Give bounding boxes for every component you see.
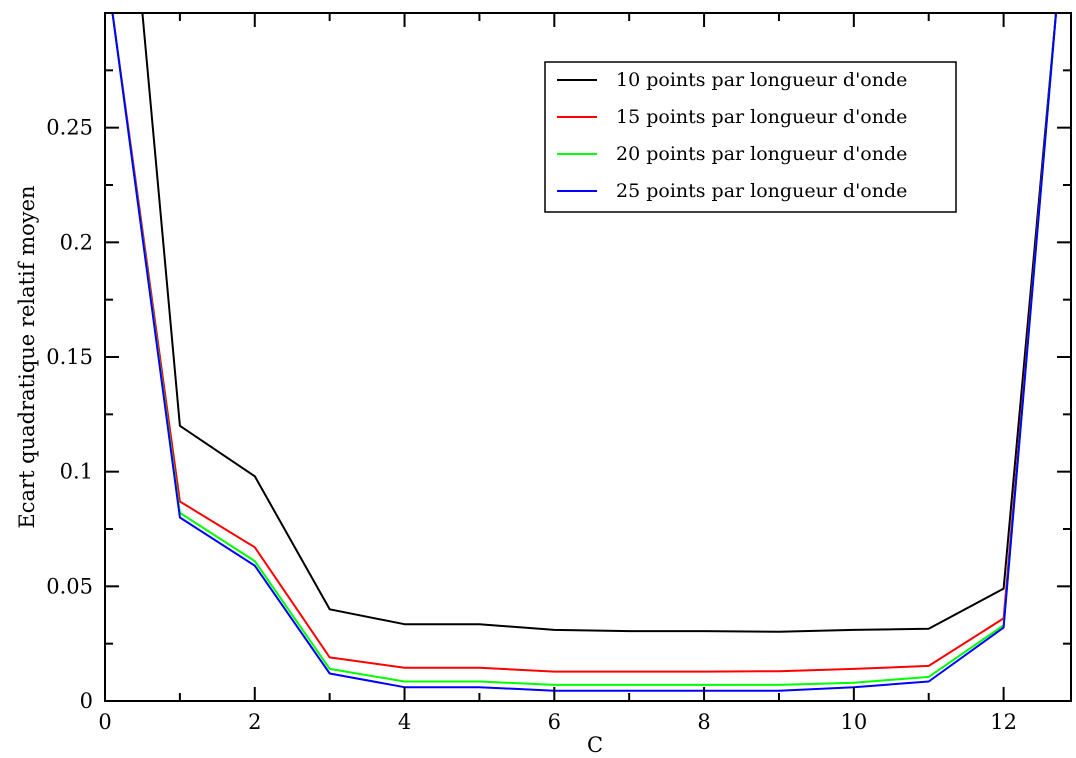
legend-label-3: 20 points par longueur d'onde [616, 143, 907, 165]
series-line-2 [111, 13, 1057, 673]
legend-box [544, 61, 957, 213]
legend-label-4: 25 points par longueur d'onde [616, 180, 907, 202]
legend-label-1: 10 points par longueur d'onde [616, 69, 907, 91]
x-tick-label: 2 [248, 710, 261, 734]
series-line-1 [112, 13, 1057, 633]
x-tick-label: 0 [98, 710, 111, 734]
y-tick-label: 0.1 [60, 460, 93, 484]
x-tick-label: 10 [840, 710, 867, 734]
y-tick-label: 0.05 [46, 574, 93, 598]
axes-layer: 0 2 4 6 8 10 12 0 0.05 0.1 0.15 0.2 0.25 [46, 12, 1072, 734]
x-axis-title: C [587, 733, 603, 757]
series-layer [111, 13, 1057, 692]
x-tick-label: 6 [548, 710, 561, 734]
x-tick-label: 12 [990, 710, 1017, 734]
y-tick-label: 0.25 [46, 116, 93, 140]
legend: 10 points par longueur d'onde 15 points p… [544, 61, 957, 213]
y-axis-title: Ecart quadratique relatif moyen [15, 185, 39, 528]
x-tick-label: 8 [697, 710, 710, 734]
series-line-4 [111, 13, 1057, 692]
y-tick-label: 0 [80, 689, 93, 713]
x-tick-label: 4 [398, 710, 411, 734]
y-tick-label: 0.15 [46, 345, 93, 369]
y-tick-label: 0.2 [60, 230, 93, 254]
series-line-3 [111, 13, 1057, 686]
legend-label-2: 15 points par longueur d'onde [616, 106, 907, 128]
